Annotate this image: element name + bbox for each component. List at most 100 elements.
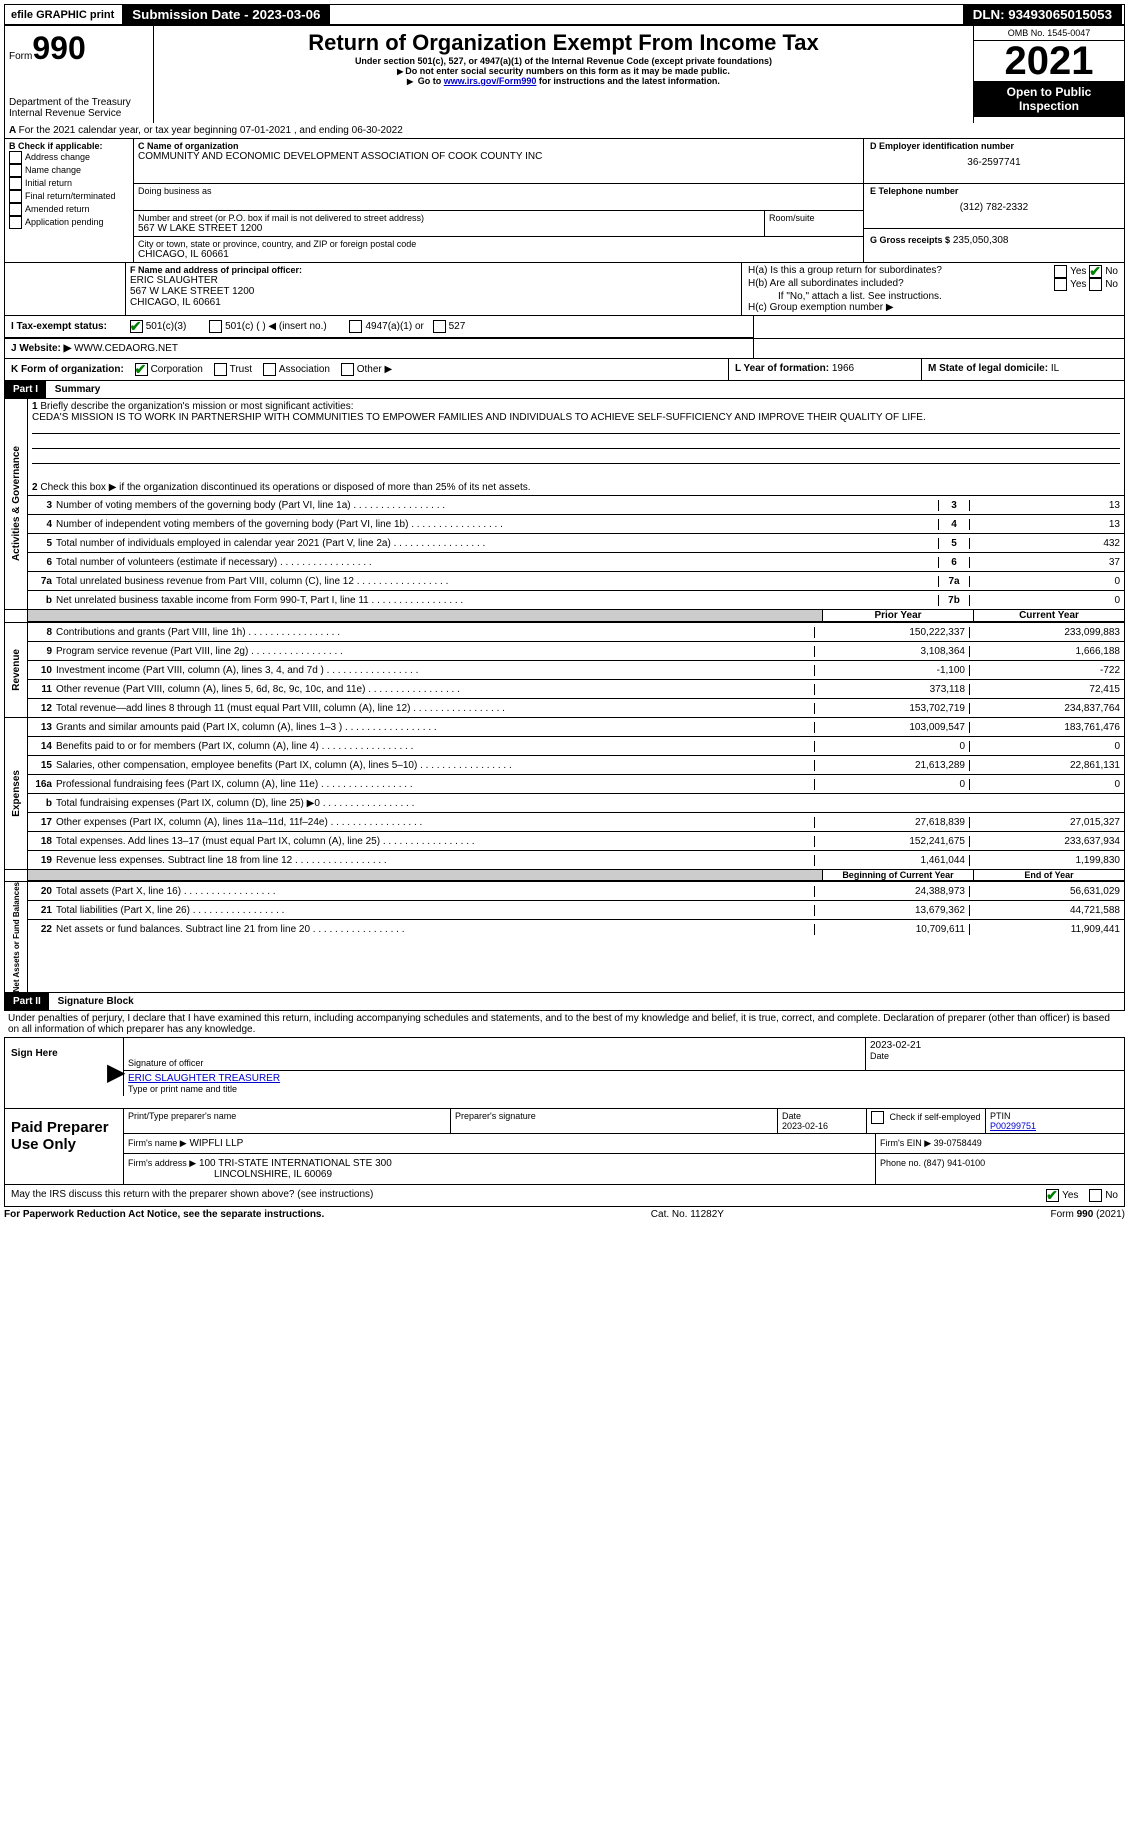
firm-address: 100 TRI-STATE INTERNATIONAL STE 300 xyxy=(199,1158,392,1169)
sub-yes-checkbox[interactable] xyxy=(1054,278,1067,291)
final-return-checkbox[interactable] xyxy=(9,190,22,203)
tax-year: 2021 xyxy=(974,41,1124,81)
data-row: bTotal fundraising expenses (Part IX, co… xyxy=(28,793,1124,812)
prior-year-header: Prior Year xyxy=(822,610,974,622)
website: WWW.CEDAORG.NET xyxy=(74,343,178,354)
submission-date-button[interactable]: Submission Date - 2023-03-06 xyxy=(122,5,330,24)
street-address: 567 W LAKE STREET 1200 xyxy=(138,223,760,234)
paid-preparer-label: Paid Preparer Use Only xyxy=(5,1109,124,1184)
footer-left: For Paperwork Reduction Act Notice, see … xyxy=(4,1209,324,1220)
box-f: F Name and address of principal officer:… xyxy=(126,263,742,315)
amended-checkbox[interactable] xyxy=(9,203,22,216)
data-row: 20Total assets (Part X, line 16)24,388,9… xyxy=(28,882,1124,900)
firm-phone: (847) 941-0100 xyxy=(924,1158,986,1168)
header-right-box: OMB No. 1545-0047 2021 Open to Public In… xyxy=(973,26,1124,123)
ein: 36-2597741 xyxy=(870,157,1118,168)
assoc-checkbox[interactable] xyxy=(263,363,276,376)
other-checkbox[interactable] xyxy=(341,363,354,376)
summary-line: bNet unrelated business taxable income f… xyxy=(28,590,1124,609)
box-l: L Year of formation: 1966 xyxy=(729,359,922,380)
signature-date: 2023-02-21 xyxy=(870,1040,1120,1051)
form-title: Return of Organization Exempt From Incom… xyxy=(158,30,969,56)
perjury-declaration: Under penalties of perjury, I declare th… xyxy=(4,1011,1125,1037)
expenses-label: Expenses xyxy=(5,718,28,869)
efile-label: efile GRAPHIC print xyxy=(5,7,120,23)
501c-checkbox[interactable] xyxy=(209,320,222,333)
phone: (312) 782-2332 xyxy=(870,202,1118,213)
irs-link[interactable]: www.irs.gov/Form990 xyxy=(444,76,537,86)
summary-line: 7aTotal unrelated business revenue from … xyxy=(28,571,1124,590)
initial-return-checkbox[interactable] xyxy=(9,177,22,190)
data-row: 21Total liabilities (Part X, line 26)13,… xyxy=(28,900,1124,919)
box-b: B Check if applicable: Address change Na… xyxy=(5,139,134,262)
self-employed-checkbox[interactable] xyxy=(871,1111,884,1124)
527-checkbox[interactable] xyxy=(433,320,446,333)
form-note2: Go to www.irs.gov/Form990 for instructio… xyxy=(158,76,969,86)
box-i: I Tax-exempt status: 501(c)(3) 501(c) ( … xyxy=(5,316,754,338)
discuss-question: May the IRS discuss this return with the… xyxy=(11,1189,978,1202)
box-c: C Name of organization COMMUNITY AND ECO… xyxy=(134,139,863,262)
dept-label: Department of the TreasuryInternal Reven… xyxy=(9,97,149,119)
signature-officer-label: Signature of officer xyxy=(123,1038,865,1070)
part2-title: Signature Block xyxy=(52,996,134,1007)
footer-center: Cat. No. 11282Y xyxy=(651,1209,724,1220)
addr-change-checkbox[interactable] xyxy=(9,151,22,164)
officer-name[interactable]: ERIC SLAUGHTER TREASURER xyxy=(128,1073,1120,1084)
data-row: 19Revenue less expenses. Subtract line 1… xyxy=(28,850,1124,869)
inspection-label: Open to Public Inspection xyxy=(974,81,1124,117)
end-year-header: End of Year xyxy=(974,870,1124,881)
4947-checkbox[interactable] xyxy=(349,320,362,333)
part2-header: Part II xyxy=(5,993,49,1010)
preparer-date: 2023-02-16 xyxy=(782,1121,828,1131)
mission-text: CEDA'S MISSION IS TO WORK IN PARTNERSHIP… xyxy=(32,412,926,423)
current-year-header: Current Year xyxy=(974,610,1124,622)
form-note1: Do not enter social security numbers on … xyxy=(158,66,969,76)
city-zip: CHICAGO, IL 60661 xyxy=(138,249,859,260)
summary-line: 4Number of independent voting members of… xyxy=(28,514,1124,533)
corp-checkbox[interactable] xyxy=(135,363,148,376)
box-h: H(a) Is this a group return for subordin… xyxy=(742,263,1124,315)
box-a: A For the 2021 calendar year, or tax yea… xyxy=(4,123,1125,139)
form-id-box: Form990 Department of the TreasuryIntern… xyxy=(5,26,154,123)
footer-right: Form 990 (2021) xyxy=(1051,1209,1125,1220)
data-row: 16aProfessional fundraising fees (Part I… xyxy=(28,774,1124,793)
firm-ein: 39-0758449 xyxy=(934,1138,982,1148)
box-j: J Website: ▶ WWW.CEDAORG.NET xyxy=(5,339,754,358)
part1-header: Part I xyxy=(5,381,46,398)
data-row: 11Other revenue (Part VIII, column (A), … xyxy=(28,679,1124,698)
firm-name: WIPFLI LLP xyxy=(189,1138,243,1149)
data-row: 18Total expenses. Add lines 13–17 (must … xyxy=(28,831,1124,850)
group-yes-checkbox[interactable] xyxy=(1054,265,1067,278)
data-row: 17Other expenses (Part IX, column (A), l… xyxy=(28,812,1124,831)
dln-button[interactable]: DLN: 93493065015053 xyxy=(963,5,1122,24)
group-no-checkbox[interactable] xyxy=(1089,265,1102,278)
data-row: 14Benefits paid to or for members (Part … xyxy=(28,736,1124,755)
gross-receipts: 235,050,308 xyxy=(953,235,1009,246)
form-subtitle: Under section 501(c), 527, or 4947(a)(1)… xyxy=(158,56,969,66)
trust-checkbox[interactable] xyxy=(214,363,227,376)
pending-checkbox[interactable] xyxy=(9,216,22,229)
discuss-no-checkbox[interactable] xyxy=(1089,1189,1102,1202)
data-row: 22Net assets or fund balances. Subtract … xyxy=(28,919,1124,938)
begin-year-header: Beginning of Current Year xyxy=(822,870,974,881)
name-change-checkbox[interactable] xyxy=(9,164,22,177)
revenue-label: Revenue xyxy=(5,623,28,717)
netassets-label: Net Assets or Fund Balances xyxy=(5,882,28,992)
org-name: COMMUNITY AND ECONOMIC DEVELOPMENT ASSOC… xyxy=(138,151,859,162)
sub-no-checkbox[interactable] xyxy=(1089,278,1102,291)
sign-here-label: Sign Here xyxy=(5,1038,107,1108)
data-row: 15Salaries, other compensation, employee… xyxy=(28,755,1124,774)
discuss-yes-checkbox[interactable] xyxy=(1046,1189,1059,1202)
data-row: 9Program service revenue (Part VIII, lin… xyxy=(28,641,1124,660)
summary-line: 3Number of voting members of the governi… xyxy=(28,495,1124,514)
box-deg: D Employer identification number 36-2597… xyxy=(863,139,1124,262)
activities-governance-label: Activities & Governance xyxy=(5,399,28,609)
data-row: 12Total revenue—add lines 8 through 11 (… xyxy=(28,698,1124,717)
501c3-checkbox[interactable] xyxy=(130,320,143,333)
summary-line: 6Total number of volunteers (estimate if… xyxy=(28,552,1124,571)
part1-title: Summary xyxy=(49,384,101,395)
top-control-bar: efile GRAPHIC print Submission Date - 20… xyxy=(4,4,1125,25)
data-row: 13Grants and similar amounts paid (Part … xyxy=(28,718,1124,736)
ptin[interactable]: P00299751 xyxy=(990,1121,1036,1131)
form-word: Form xyxy=(9,51,32,62)
